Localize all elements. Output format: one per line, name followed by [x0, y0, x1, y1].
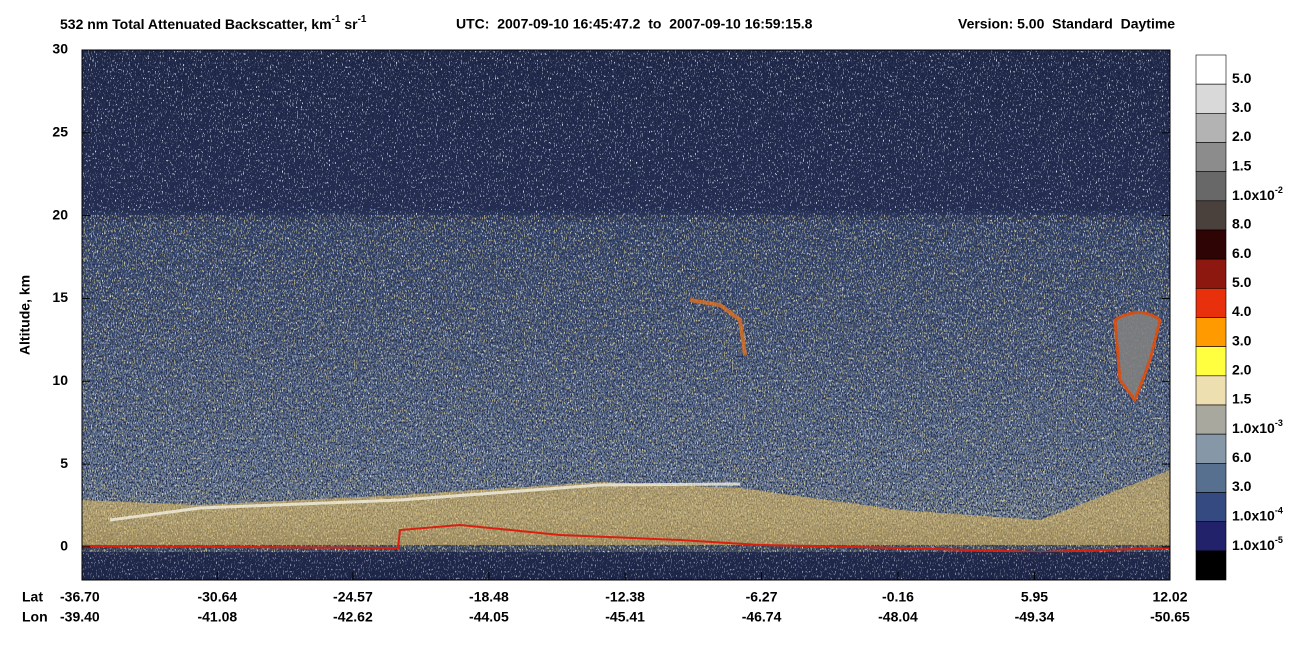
- y-tick-label: 25: [52, 124, 68, 140]
- x-tick-label: -18.48: [469, 589, 509, 605]
- lon-tick-label: -50.65: [1150, 609, 1190, 625]
- colorbar-cell: [1195, 288, 1227, 318]
- y-tick-label: 15: [52, 289, 68, 305]
- colorbar-label: 1.5: [1232, 391, 1252, 407]
- colorbar-label: 1.0x10-4: [1232, 506, 1283, 523]
- colorbar-cell: [1195, 346, 1227, 377]
- colorbar-cell: [1195, 200, 1227, 231]
- x-tick-label: -6.27: [746, 589, 778, 605]
- colorbar-cell: [1195, 492, 1227, 522]
- colorbar-label: 1.0x10-2: [1232, 185, 1283, 202]
- lon-tick-label: -44.05: [469, 609, 509, 625]
- lon-tick-label: -48.04: [878, 609, 918, 625]
- colorbar-label-base: 1.0x10: [1232, 187, 1275, 203]
- colorbar-label: 2.0: [1232, 128, 1252, 144]
- colorbar-label: 5.0: [1232, 70, 1252, 86]
- colorbar-cell: [1195, 521, 1227, 552]
- y-tick-label: 10: [52, 372, 68, 388]
- colorbar-label: 6.0: [1232, 449, 1252, 465]
- lon-tick-label: -39.40: [60, 609, 100, 625]
- colorbar-label-exp: -2: [1275, 185, 1283, 195]
- time-range: UTC: 2007-09-10 16:45:47.2 to 2007-09-10…: [456, 16, 813, 32]
- plot-frame: [81, 49, 1171, 581]
- colorbar-label: 5.0: [1232, 274, 1252, 290]
- y-tick-label: 20: [52, 206, 68, 222]
- y-tick-label: 5: [60, 455, 68, 471]
- x-tick-label: -12.38: [605, 589, 645, 605]
- colorbar-label: 4.0: [1232, 303, 1252, 319]
- colorbar-label: 6.0: [1232, 245, 1252, 261]
- colorbar-label: 2.0: [1232, 362, 1252, 378]
- colorbar-cell: [1195, 229, 1227, 260]
- y-tick-label: 30: [52, 41, 68, 57]
- x-tick-label: 12.02: [1152, 589, 1187, 605]
- lon-tick-label: -42.62: [333, 609, 373, 625]
- colorbar-cell: [1195, 171, 1227, 202]
- lon-tick-label: -49.34: [1015, 609, 1055, 625]
- x-tick-label: -30.64: [197, 589, 237, 605]
- colorbar-label: 1.5: [1232, 157, 1252, 173]
- lon-tick-label: -41.08: [197, 609, 237, 625]
- y-tick-label: 0: [60, 538, 68, 554]
- colorbar-cell: [1195, 142, 1227, 172]
- colorbar-label-base: 1.0x10: [1232, 420, 1275, 436]
- colorbar-cell: [1195, 463, 1227, 493]
- lon-row-label: Lon: [22, 609, 48, 625]
- x-tick-label: -24.57: [333, 589, 373, 605]
- colorbar-label-base: 1.0x10: [1232, 537, 1275, 553]
- colorbar-label-exp: -5: [1275, 535, 1283, 545]
- colorbar-cell: [1195, 54, 1227, 85]
- version: Version: 5.00 Standard Daytime: [958, 16, 1175, 32]
- colorbar-cell: [1195, 433, 1227, 464]
- colorbar-cell: [1195, 83, 1227, 114]
- colorbar-label-exp: -4: [1275, 506, 1283, 516]
- y-axis-label: Altitude, km: [17, 275, 33, 355]
- colorbar-label: 1.0x10-3: [1232, 419, 1283, 436]
- lat-row-label: Lat: [22, 589, 43, 605]
- colorbar-cell: [1195, 550, 1227, 581]
- colorbar-label: 1.0x10-5: [1232, 535, 1283, 552]
- colorbar-cell: [1195, 113, 1227, 143]
- colorbar-label: 3.0: [1232, 478, 1252, 494]
- colorbar-label-base: 1.0x10: [1232, 507, 1275, 523]
- chart-title: 532 nm Total Attenuated Backscatter, km-…: [60, 14, 367, 32]
- colorbar-cell: [1195, 404, 1227, 435]
- colorbar-cell: [1195, 317, 1227, 347]
- colorbar-cell: [1195, 258, 1227, 289]
- x-tick-label: -0.16: [882, 589, 914, 605]
- x-tick-label: -36.70: [60, 589, 100, 605]
- lon-tick-label: -45.41: [605, 609, 645, 625]
- colorbar-label: 3.0: [1232, 332, 1252, 348]
- colorbar-label: 8.0: [1232, 216, 1252, 232]
- backscatter-image: [82, 50, 1170, 580]
- colorbar-label: 3.0: [1232, 99, 1252, 115]
- colorbar-cell: [1195, 375, 1227, 406]
- x-tick-label: 5.95: [1021, 589, 1048, 605]
- lon-tick-label: -46.74: [742, 609, 782, 625]
- colorbar-label-exp: -3: [1275, 419, 1283, 429]
